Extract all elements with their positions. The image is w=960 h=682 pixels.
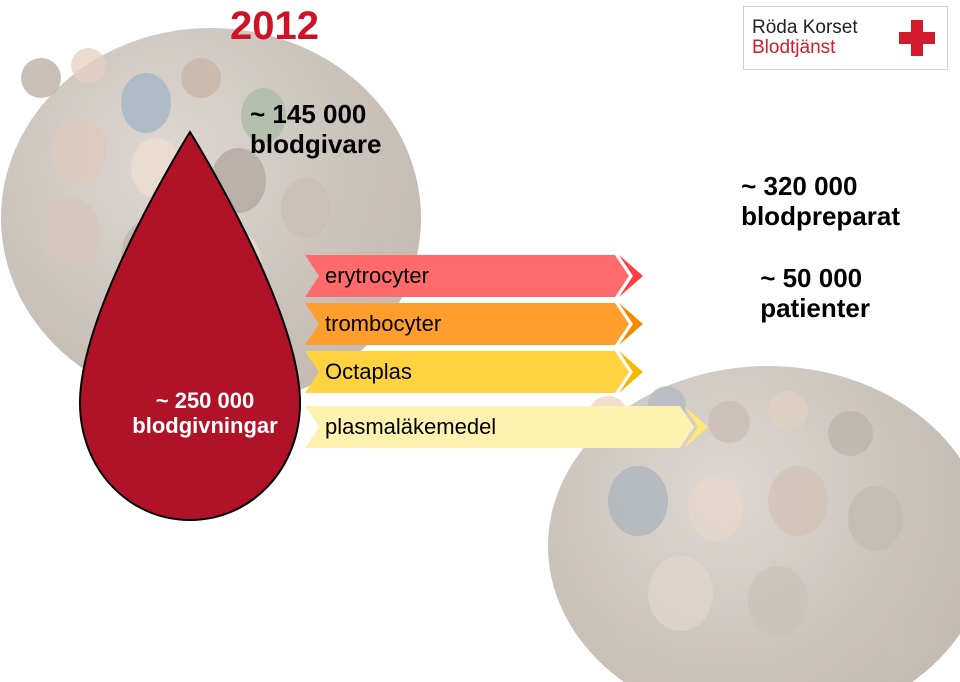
bar-label: plasmaläkemedel [325, 406, 496, 448]
logo-line2: Blodtjänst [752, 38, 858, 58]
bar-label: trombocyter [325, 303, 441, 345]
patienter-stat: ~ 50 000 patienter [760, 264, 870, 324]
blodpreparat-label: blodpreparat [741, 201, 900, 231]
patienter-value: ~ 50 000 [760, 263, 862, 293]
bar-erytrocyter: erytrocyter [305, 255, 645, 297]
blodpreparat-value: ~ 320 000 [741, 171, 857, 201]
bar-trombocyter: trombocyter [305, 303, 645, 345]
logo-line1: Röda Korset [752, 18, 858, 38]
slide-canvas: erytrocyter trombocyter Octaplas plasmaläke… [0, 0, 960, 682]
year-title: 2012 [230, 4, 319, 49]
blodpreparat-stat: ~ 320 000 blodpreparat [741, 172, 900, 232]
blodgivare-value: ~ 145 000 [250, 99, 366, 129]
red-cross-icon [897, 18, 937, 58]
bar-plasmaläkemedel: plasmaläkemedel [305, 406, 710, 448]
blodgivare-label: blodgivare [250, 129, 381, 159]
bar-octaplas: Octaplas [305, 351, 645, 393]
blodgivningar-stat: ~ 250 000 blodgivningar [125, 388, 285, 439]
blodgivningar-value: ~ 250 000 [156, 388, 254, 413]
blodgivare-stat: ~ 145 000 blodgivare [250, 100, 381, 160]
patienter-label: patienter [760, 293, 870, 323]
roda-korset-logo: Röda Korset Blodtjänst [743, 6, 948, 70]
bar-label: erytrocyter [325, 255, 429, 297]
blood-drop: ~ 250 000 blodgivningar [40, 128, 340, 528]
blodgivningar-label: blodgivningar [132, 413, 277, 438]
